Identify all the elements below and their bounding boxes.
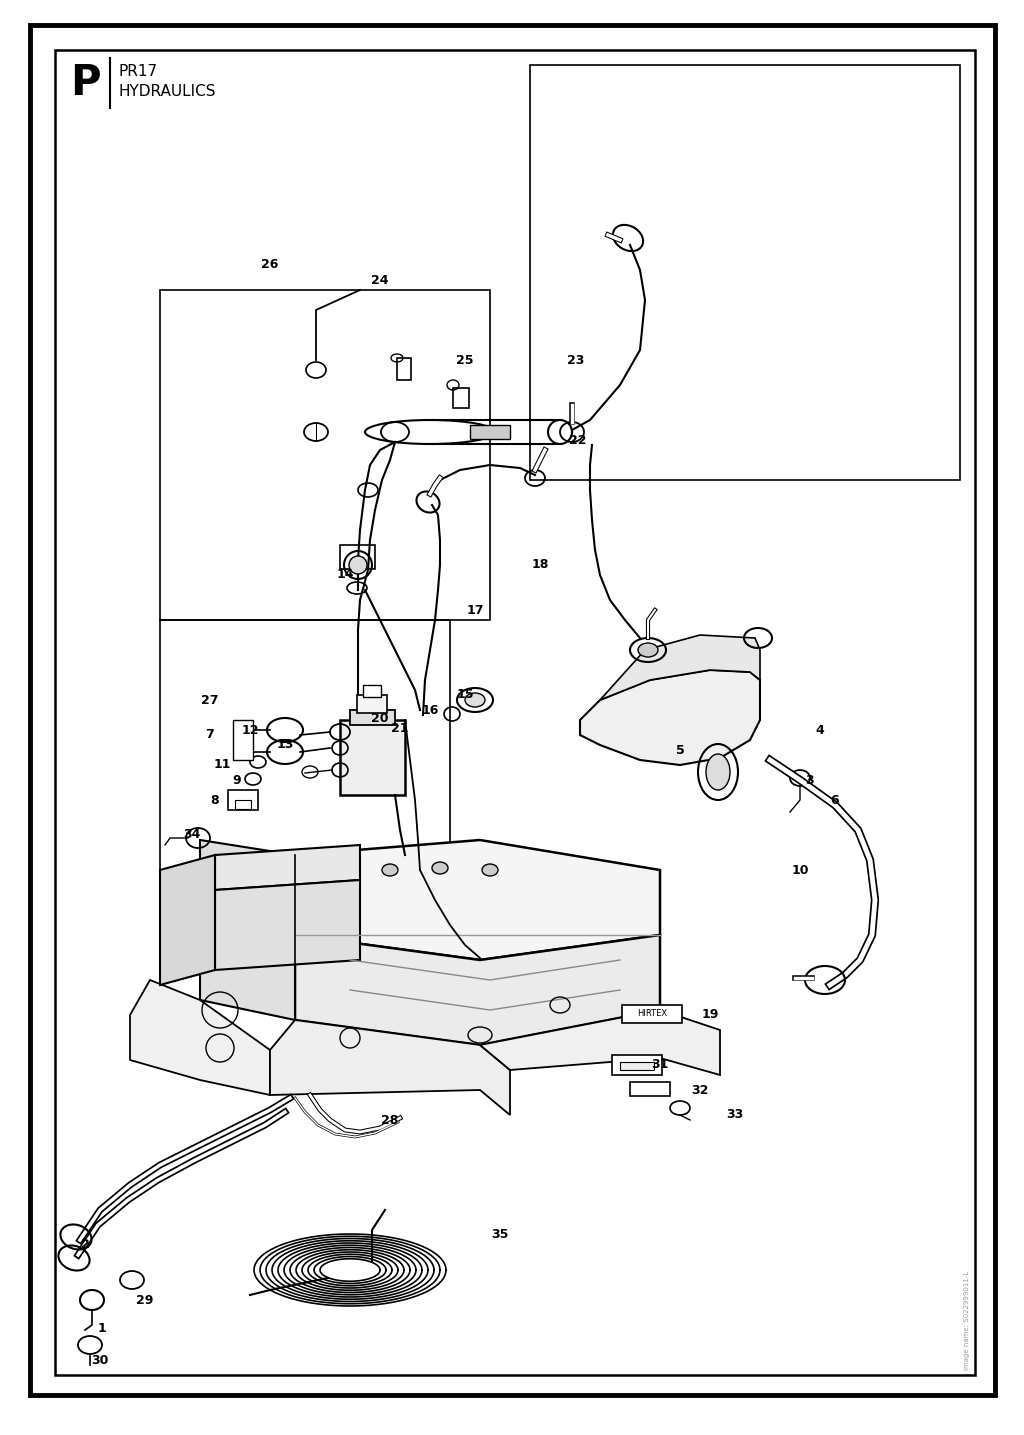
Text: 34: 34 — [183, 828, 201, 841]
Text: 35: 35 — [492, 1228, 509, 1241]
Text: 6: 6 — [830, 794, 840, 806]
Bar — [453, 387, 469, 408]
Text: 30: 30 — [91, 1353, 109, 1366]
Text: Image name: S022999011-L: Image name: S022999011-L — [964, 1271, 970, 1370]
Text: 4: 4 — [816, 723, 824, 736]
Text: 33: 33 — [726, 1108, 743, 1122]
Polygon shape — [215, 880, 360, 970]
Text: 19: 19 — [701, 1009, 719, 1022]
Text: 12: 12 — [242, 723, 259, 736]
Bar — [620, 1062, 654, 1071]
Text: 20: 20 — [372, 712, 389, 725]
Text: 29: 29 — [136, 1293, 154, 1306]
Bar — [357, 695, 387, 713]
Polygon shape — [480, 1010, 720, 1075]
Text: 18: 18 — [531, 558, 549, 571]
Bar — [340, 720, 406, 795]
Polygon shape — [295, 936, 660, 1045]
Polygon shape — [215, 845, 360, 890]
Bar — [233, 720, 253, 761]
Text: 9: 9 — [232, 773, 242, 786]
Ellipse shape — [638, 643, 658, 657]
Text: 14: 14 — [336, 568, 353, 581]
Polygon shape — [130, 980, 270, 1095]
Bar — [228, 791, 258, 809]
Text: HIRTEX: HIRTEX — [637, 1009, 667, 1019]
Bar — [234, 799, 251, 809]
Text: P: P — [70, 62, 100, 103]
Bar — [470, 425, 510, 439]
Text: 32: 32 — [691, 1083, 709, 1096]
Polygon shape — [295, 839, 660, 960]
Polygon shape — [270, 1020, 510, 1115]
Bar — [350, 710, 395, 725]
Text: 27: 27 — [202, 693, 219, 706]
Text: HYDRAULICS: HYDRAULICS — [118, 85, 215, 99]
Text: 28: 28 — [381, 1114, 398, 1126]
Bar — [362, 684, 381, 697]
Ellipse shape — [706, 753, 730, 791]
Bar — [397, 357, 411, 380]
Text: 17: 17 — [466, 604, 483, 617]
Text: 11: 11 — [213, 759, 230, 772]
Polygon shape — [160, 855, 215, 984]
Text: 24: 24 — [372, 274, 389, 287]
Text: 21: 21 — [391, 722, 409, 735]
Polygon shape — [600, 636, 760, 700]
Ellipse shape — [432, 862, 449, 874]
Bar — [622, 1004, 682, 1023]
Text: 16: 16 — [421, 703, 438, 716]
Text: 25: 25 — [457, 353, 474, 366]
Text: 1: 1 — [97, 1322, 106, 1335]
Text: 13: 13 — [276, 739, 294, 752]
Polygon shape — [200, 839, 295, 1020]
Text: 22: 22 — [569, 433, 587, 446]
Text: 10: 10 — [792, 864, 809, 877]
Text: PR17: PR17 — [118, 65, 157, 79]
Ellipse shape — [482, 864, 498, 875]
Polygon shape — [580, 670, 760, 765]
Ellipse shape — [382, 864, 398, 875]
Text: 31: 31 — [651, 1059, 669, 1072]
Text: 23: 23 — [567, 353, 585, 366]
Ellipse shape — [465, 693, 485, 707]
Bar — [55, 50, 975, 1375]
Text: 26: 26 — [261, 258, 279, 271]
Ellipse shape — [349, 555, 367, 574]
Text: 2: 2 — [81, 1238, 89, 1251]
Bar — [630, 1082, 670, 1096]
Bar — [340, 545, 375, 570]
Text: 7: 7 — [206, 729, 214, 742]
Text: 15: 15 — [457, 689, 474, 702]
Text: 3: 3 — [806, 775, 814, 788]
Bar — [612, 1055, 662, 1075]
Text: 8: 8 — [211, 794, 219, 806]
Text: 5: 5 — [676, 743, 684, 756]
